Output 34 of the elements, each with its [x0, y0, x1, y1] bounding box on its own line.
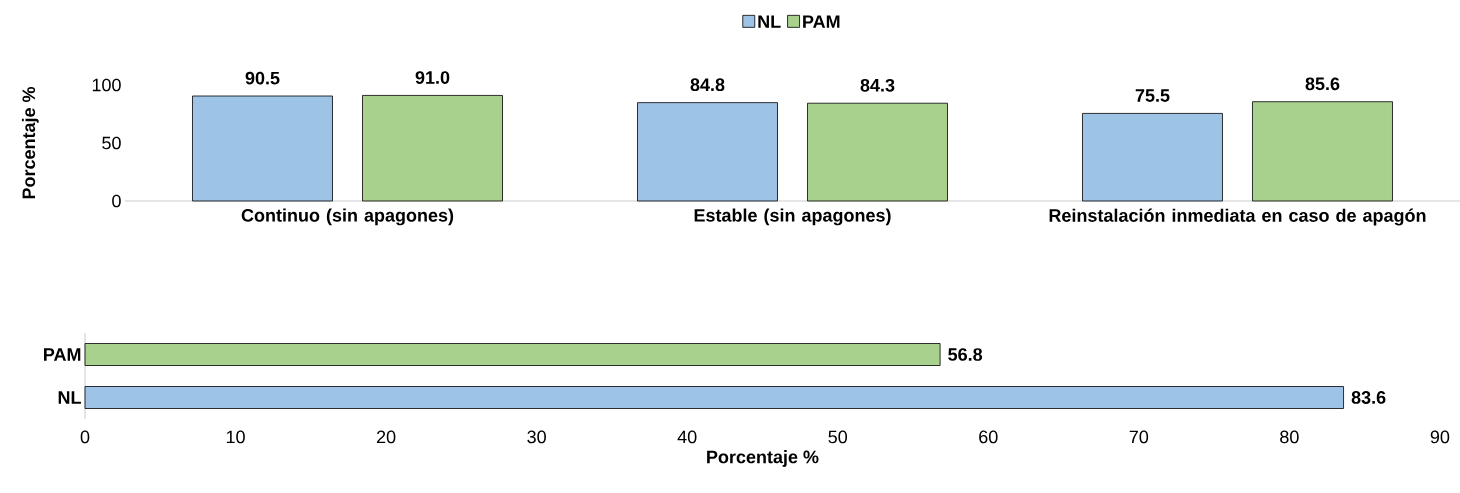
x-tick-label: Reinstalación inmediata en caso de apagón	[1049, 208, 1426, 226]
y-tick-label: 50	[102, 136, 121, 150]
bar	[1252, 101, 1393, 202]
data-label: 91.0	[415, 71, 450, 84]
data-label: 85.6	[1305, 77, 1340, 91]
legend-label: NL	[758, 15, 781, 28]
x-tick-label: 70	[1129, 430, 1149, 444]
data-label: 90.5	[245, 71, 280, 85]
y-axis-title: Porcentaje %	[21, 86, 39, 199]
bar	[807, 102, 948, 202]
y-tick-label: 100	[92, 78, 121, 92]
data-label: 83.6	[1351, 391, 1386, 404]
bar	[362, 95, 503, 202]
x-tick-label: 10	[226, 430, 245, 444]
bar	[192, 95, 333, 202]
x-tick-label: Continuo (sin apagones)	[241, 208, 454, 226]
x-tick-label: Estable (sin apagones)	[694, 208, 891, 226]
data-label: 84.3	[860, 78, 895, 92]
x-tick-label: 90	[1430, 430, 1450, 444]
x-tick-label: 60	[979, 430, 998, 444]
x-tick-label: 40	[677, 430, 697, 444]
data-label: 56.8	[948, 348, 983, 361]
x-tick-label: 80	[1280, 430, 1299, 444]
data-label: 84.8	[690, 78, 725, 92]
bar	[637, 102, 778, 202]
data-label: 75.5	[1135, 89, 1170, 102]
x-tick-label: 30	[527, 430, 546, 444]
x-tick-label: 50	[828, 430, 848, 444]
x-tick-label: 20	[376, 430, 396, 444]
legend-label: PAM	[803, 15, 840, 28]
bar	[1082, 113, 1223, 202]
x-tick-label: 0	[80, 430, 90, 444]
y-tick-label: 0	[112, 194, 121, 208]
x-axis-title: Porcentaje %	[707, 450, 819, 467]
